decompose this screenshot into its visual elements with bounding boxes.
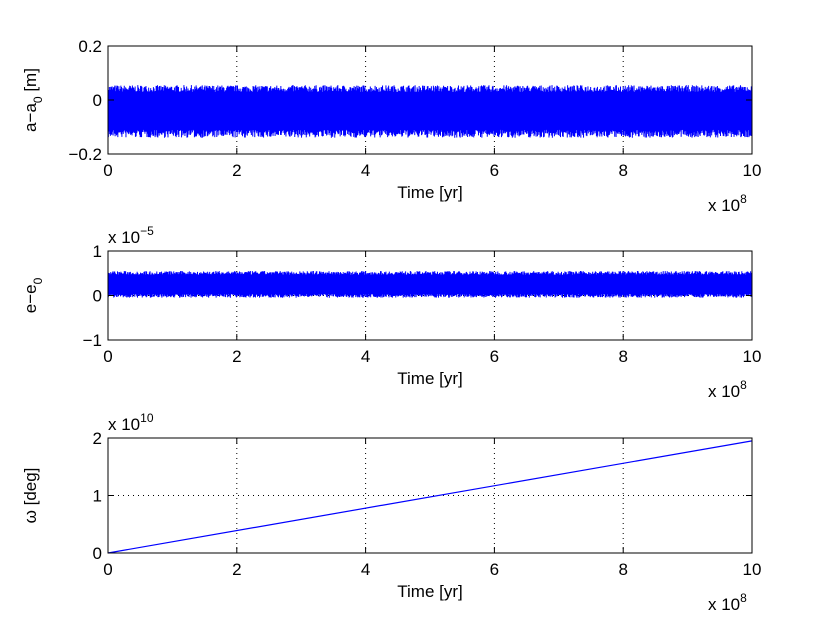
panel-1-x-tick-label: 4 bbox=[361, 161, 370, 180]
panel-1-x-tick-label: 6 bbox=[490, 161, 499, 180]
panel-3-y-tick-label: 2 bbox=[93, 429, 102, 448]
panel-3-x-tick-label: 8 bbox=[618, 560, 627, 579]
panel-2-x-tick-label: 6 bbox=[490, 347, 499, 366]
panel-1-y-tick-label: 0 bbox=[93, 91, 102, 110]
panel-3-y-tick-label: 0 bbox=[93, 544, 102, 563]
panel-3-y-exponent: x 1010 bbox=[108, 411, 154, 434]
panel-1-x-tick-label: 0 bbox=[103, 161, 112, 180]
panel-2-x-tick-label: 10 bbox=[743, 347, 762, 366]
panel-3-x-exponent: x 108 bbox=[708, 591, 747, 614]
panel-2-x-tick-label: 0 bbox=[103, 347, 112, 366]
panel-1-y-axis-label: a−a0 [m] bbox=[21, 68, 45, 132]
panel-1-x-tick-label: 8 bbox=[618, 161, 627, 180]
panel-2-y-exponent: x 10−5 bbox=[108, 224, 154, 247]
panel-3-series-line bbox=[107, 440, 753, 554]
panel-3-x-tick-label: 0 bbox=[103, 560, 112, 579]
panel-3-y-axis-label: ω [deg] bbox=[21, 468, 40, 524]
panel-1-series-line bbox=[107, 85, 753, 138]
panel-1-x-tick-label: 2 bbox=[232, 161, 241, 180]
panel-3-x-tick-label: 6 bbox=[490, 560, 499, 579]
panel-2-y-tick-label: −1 bbox=[83, 331, 102, 350]
panel-1-y-tick-label: 0.2 bbox=[78, 37, 102, 56]
panel-1-x-tick-label: 10 bbox=[743, 161, 762, 180]
panel-2-series-line bbox=[107, 271, 753, 298]
panel-3-y-tick-label: 1 bbox=[93, 487, 102, 506]
panel-2-x-tick-label: 2 bbox=[232, 347, 241, 366]
panel-2-x-tick-label: 8 bbox=[618, 347, 627, 366]
panel-3-x-tick-label: 2 bbox=[232, 560, 241, 579]
panel-2-y-axis-label: e−e0 bbox=[21, 277, 45, 313]
panel-2-y-tick-label: 0 bbox=[93, 287, 102, 306]
panel-2-x-tick-label: 4 bbox=[361, 347, 370, 366]
panel-1-x-exponent: x 108 bbox=[708, 192, 747, 215]
panel-3-x-tick-label: 10 bbox=[743, 560, 762, 579]
panel-3-x-tick-label: 4 bbox=[361, 560, 370, 579]
panel-2-y-tick-label: 1 bbox=[93, 242, 102, 261]
panel-1-y-tick-label: −0.2 bbox=[68, 145, 102, 164]
panel-1-x-axis-label: Time [yr] bbox=[397, 183, 462, 202]
panel-2-x-exponent: x 108 bbox=[708, 378, 747, 401]
panel-2-x-axis-label: Time [yr] bbox=[397, 369, 462, 388]
panel-3-x-axis-label: Time [yr] bbox=[397, 582, 462, 601]
chart-panel-3: 0 2 4 6 8 10 0 1 2 Time [yr] ω [deg] x 108 x 1010 bbox=[21, 411, 761, 614]
